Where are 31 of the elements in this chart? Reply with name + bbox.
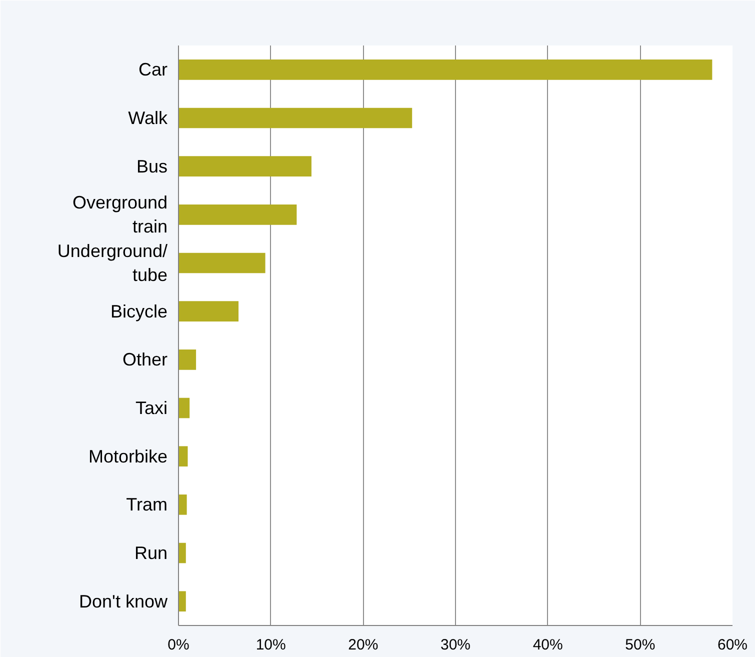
y-tick-label: Tram	[126, 494, 168, 515]
y-tick-label: Don't know	[79, 591, 168, 612]
y-tick-label: Taxi	[135, 398, 168, 418]
y-tick-label: Other	[122, 350, 168, 370]
x-tick-label: 10%	[256, 636, 286, 654]
bar	[178, 350, 196, 370]
y-tick-label: Walk	[128, 108, 168, 128]
x-tick-label: 60%	[717, 636, 748, 654]
x-tick-label: 50%	[625, 636, 656, 654]
y-tick-label: Bus	[136, 156, 168, 176]
bar	[178, 252, 266, 274]
x-tick-label: 40%	[532, 636, 563, 654]
y-tick-label: Bicycle	[110, 301, 168, 322]
bar	[178, 398, 190, 418]
bar	[178, 542, 186, 564]
y-tick-label: Car	[138, 60, 168, 80]
x-tick-label: 20%	[348, 636, 378, 654]
bar	[178, 494, 187, 515]
x-tick-label: 30%	[440, 636, 471, 654]
bar	[178, 301, 239, 322]
bar	[178, 108, 412, 128]
y-tick-label: Underground/tube	[57, 241, 168, 285]
bar	[178, 156, 312, 176]
y-tick-label: Overground train	[72, 192, 168, 237]
bar	[178, 204, 297, 225]
bar	[178, 591, 186, 612]
x-tick-label: 0%	[168, 636, 190, 654]
bar	[178, 446, 188, 466]
bar	[178, 60, 712, 80]
y-tick-label: Run	[134, 543, 168, 563]
y-tick-label: Motorbike	[88, 446, 168, 466]
